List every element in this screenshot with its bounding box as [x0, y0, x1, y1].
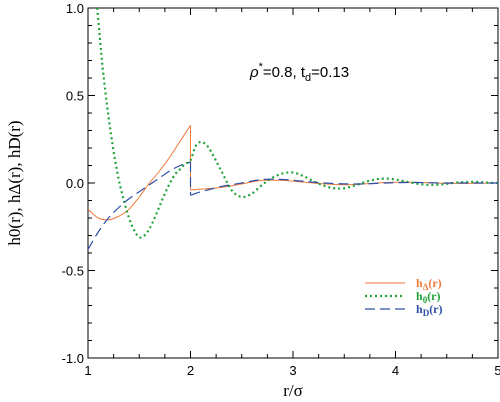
y-tick-label: -0.5 [62, 264, 84, 279]
t-subscript: d [305, 72, 311, 84]
y-tick-label: 0.0 [66, 176, 84, 191]
x-axis-label: r/σ [283, 381, 303, 400]
series-line-2 [88, 161, 498, 250]
x-tick-label: 2 [187, 363, 194, 378]
rho-value: =0.8, t [263, 64, 306, 81]
legend-label-1: h0(r) [416, 289, 441, 305]
series-layer [88, 8, 498, 250]
x-tick-label: 5 [494, 363, 500, 378]
x-tick-label: 4 [392, 363, 399, 378]
tick-labels: 1 2 3 4 5 -1.0 -0.5 0.0 0.5 1.0 [62, 1, 500, 378]
y-axis-label: h0(r), hΔ(r), hD(r) [5, 120, 24, 245]
axis-ticks [87, 7, 499, 359]
legend-label-2: hD(r) [416, 302, 443, 318]
y-tick-label: 1.0 [66, 1, 84, 16]
parameter-annotation: ρ*=0.8, td=0.13 [249, 61, 349, 84]
x-tick-label: 3 [289, 363, 296, 378]
series-line-1 [96, 8, 498, 239]
y-tick-label: 0.5 [66, 89, 84, 104]
y-tick-label: -1.0 [62, 351, 84, 366]
rho-superscript: * [259, 61, 264, 73]
x-tick-label: 1 [84, 363, 91, 378]
rho-symbol: ρ [249, 64, 259, 81]
t-value: =0.13 [311, 64, 349, 81]
legend: hΔ(r)h0(r)hD(r) [365, 276, 443, 318]
legend-label-0: hΔ(r) [416, 276, 442, 292]
